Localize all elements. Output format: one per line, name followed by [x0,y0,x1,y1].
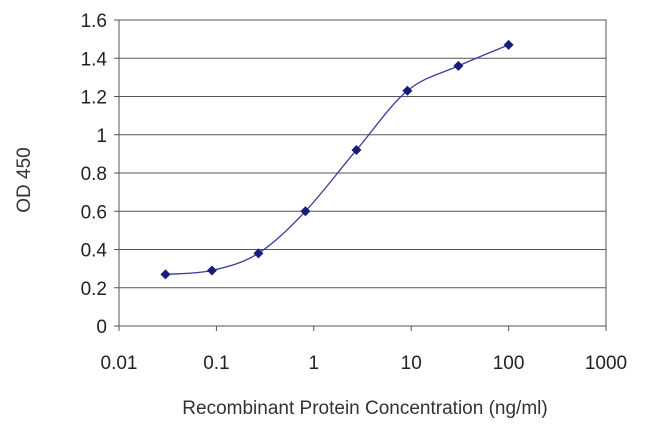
x-ticks: 0.01 0.1 1 10 100 1000 [101,326,627,374]
series-line [165,44,509,276]
y-axis-title: OD 450 [14,147,35,212]
x-tick-label: 100 [493,353,525,374]
data-point [300,206,311,217]
data-point [402,85,413,96]
y-tick-label: 0 [96,317,107,338]
x-tick-label: 0.01 [101,353,138,374]
y-tick-label: 1.2 [81,88,107,109]
y-tick-label: 1 [96,126,107,147]
x-tick-label: 1 [309,353,320,374]
data-point [503,39,514,50]
y-tick-label: 0.4 [81,241,108,262]
x-tick-label: 0.1 [203,353,229,374]
data-points [160,39,514,280]
y-tick-label: 0.8 [81,164,107,185]
y-tick-label: 1.6 [81,11,107,32]
y-tick-label: 0.6 [81,202,107,223]
grid [119,57,606,289]
y-tick-label: 0.2 [81,279,107,300]
y-tick-label: 1.4 [81,49,108,70]
data-point [253,248,264,259]
x-tick-label: 1000 [585,353,627,374]
data-point [206,265,217,276]
x-tick-label: 10 [401,353,422,374]
y-ticks: 0 0.2 0.4 0.6 0.8 1 1.2 1.4 1.6 [81,11,119,338]
x-axis-title: Recombinant Protein Concentration (ng/ml… [182,398,547,419]
data-point [160,269,171,280]
data-point [351,145,362,156]
data-point [453,60,464,71]
